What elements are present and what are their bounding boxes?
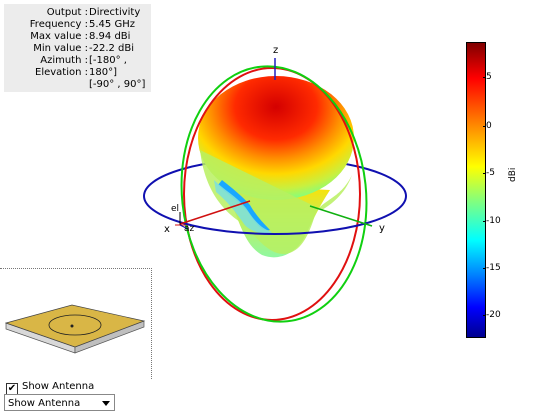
colorbar xyxy=(466,42,486,338)
pattern-info-panel: Output : Directivity Frequency :5.45 GHz … xyxy=(4,4,151,92)
show-antenna-checkbox-label: Show Antenna xyxy=(22,381,95,392)
colorbar-tick: -15 xyxy=(483,263,501,273)
colorbar-tick: 0 xyxy=(483,121,492,131)
azimuth-axis-label: az xyxy=(184,224,195,234)
y-axis-line xyxy=(309,205,373,227)
azimuth-ring-front xyxy=(143,195,407,235)
antenna-patch xyxy=(4,304,146,348)
z-axis-label: z xyxy=(273,45,279,56)
antenna-display-select-value: Show Antenna xyxy=(8,398,81,409)
pattern-null-edge xyxy=(214,180,272,234)
triad-az-line xyxy=(179,224,189,230)
antenna-display-select[interactable]: Show Antenna xyxy=(4,394,115,411)
colorbar-tick: 5 xyxy=(483,72,492,82)
pattern-null-region xyxy=(218,180,270,231)
chevron-down-icon[interactable] xyxy=(102,401,110,406)
antenna-preview-panel xyxy=(0,268,152,379)
show-antenna-checkbox[interactable]: ✔ Show Antenna xyxy=(6,381,94,395)
antenna-feed-point xyxy=(70,324,74,328)
colorbar-tick: -20 xyxy=(483,310,501,320)
antenna-preview xyxy=(4,304,146,354)
antenna-ring xyxy=(48,314,102,336)
colorbar-tick: -5 xyxy=(483,168,495,178)
elevation-ring-yz xyxy=(180,65,368,323)
colorbar-tick: -10 xyxy=(483,216,501,226)
elevation-ring-xz xyxy=(183,67,361,321)
colorbar-unit-label: dBi xyxy=(508,167,518,182)
y-axis-label: y xyxy=(379,223,385,234)
pattern-lower-lobe-bulge xyxy=(200,150,352,255)
elevation-axis-label: el xyxy=(171,204,180,214)
x-axis-line xyxy=(179,200,251,225)
x-axis-label: x xyxy=(164,224,170,235)
